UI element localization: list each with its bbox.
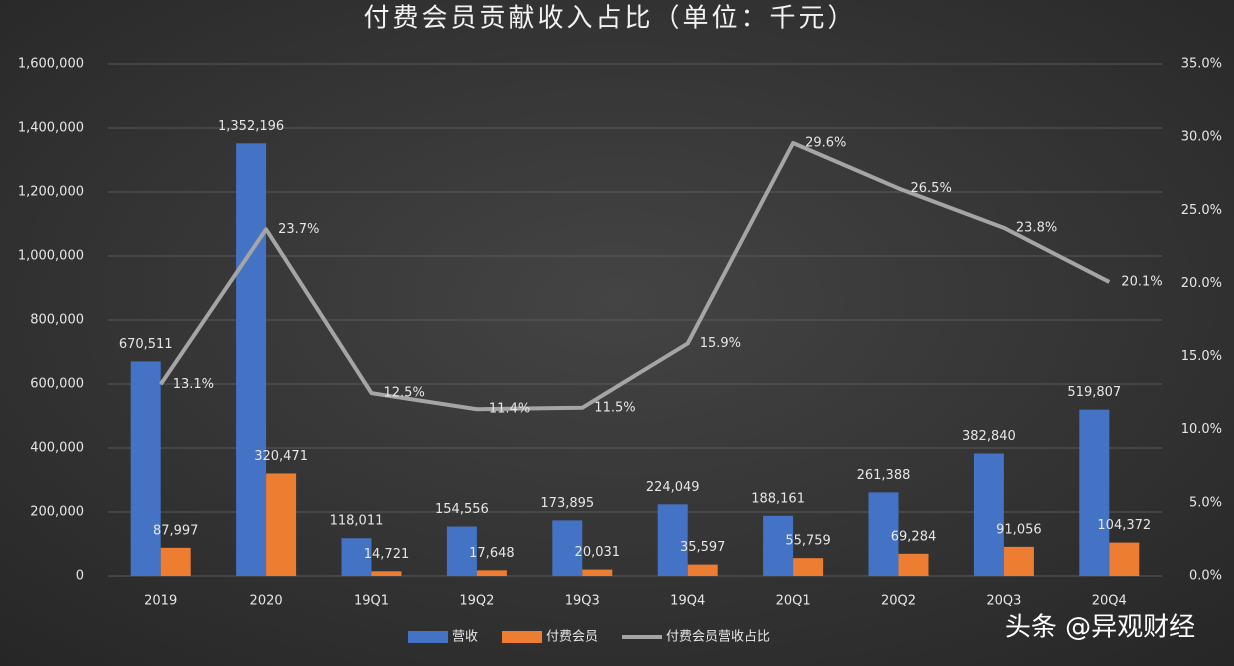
data-label: 55,759 [785, 534, 831, 549]
legend-swatch [502, 631, 543, 643]
legend-label: 付费会员 [546, 630, 598, 645]
y2-tick-label: 10.0% [1181, 422, 1222, 437]
bar [763, 515, 794, 576]
y-tick-label: 600,000 [30, 377, 84, 392]
bar [898, 553, 929, 576]
legend-swatch [408, 631, 448, 643]
y2-tick-label: 25.0% [1181, 203, 1222, 218]
data-label: 320,471 [254, 449, 308, 464]
bar [130, 361, 161, 576]
y-tick-label: 0 [76, 569, 84, 584]
bar [446, 526, 477, 576]
x-tick-label: 2020 [250, 594, 283, 609]
data-label: 670,511 [119, 337, 173, 352]
x-tick-label: 20Q1 [776, 594, 811, 609]
bar [1003, 546, 1034, 576]
y-tick-label: 1,600,000 [18, 57, 84, 72]
y2-tick-label: 0.0% [1189, 569, 1222, 584]
y-tick-label: 1,400,000 [18, 121, 84, 136]
y2-tick-label: 35.0% [1181, 57, 1222, 72]
data-label: 17,648 [469, 546, 515, 561]
bar [793, 558, 824, 576]
line [159, 140, 1111, 412]
data-label: 87,997 [153, 523, 199, 538]
y2-tick-label: 20.0% [1181, 276, 1222, 291]
y2-tick-label: 30.0% [1181, 130, 1222, 145]
data-label: 69,284 [891, 529, 937, 544]
bar [687, 564, 718, 576]
data-label: 26.5% [911, 181, 952, 196]
bar [341, 538, 372, 576]
y-tick-label: 1,000,000 [18, 249, 84, 264]
data-label: 1,352,196 [218, 119, 284, 134]
x-tick-label: 20Q2 [881, 594, 916, 609]
data-label: 188,161 [751, 491, 805, 506]
legend-label: 付费会员营收占比 [666, 630, 770, 645]
bar [552, 520, 583, 576]
data-label: 14,721 [364, 547, 410, 562]
bar [973, 453, 1004, 576]
bar [657, 504, 688, 576]
data-label: 519,807 [1067, 385, 1121, 400]
bar [266, 473, 297, 576]
data-label: 11.4% [489, 402, 530, 417]
bar [1109, 542, 1140, 576]
x-tick-label: 2019 [144, 594, 177, 609]
x-tick-label: 19Q1 [354, 594, 389, 609]
watermark: 头条 @异观财经 [1005, 613, 1195, 643]
bar [868, 492, 899, 576]
bar [160, 547, 191, 576]
y-tick-label: 400,000 [30, 441, 84, 456]
data-label: 261,388 [857, 468, 911, 483]
bar [476, 570, 507, 576]
x-tick-label: 19Q2 [459, 594, 494, 609]
data-label: 35,597 [680, 540, 726, 555]
bar [236, 143, 267, 576]
data-label: 224,049 [646, 480, 700, 495]
data-label: 12.5% [384, 386, 425, 401]
data-label: 13.1% [173, 377, 214, 392]
data-label: 20,031 [575, 545, 621, 560]
y-tick-label: 1,200,000 [18, 185, 84, 200]
data-label: 118,011 [330, 514, 384, 529]
x-tick-label: 19Q4 [670, 594, 705, 609]
y-tick-label: 200,000 [30, 505, 84, 520]
chart-title: 付费会员贡献收入占比（单位：千元） [363, 4, 856, 34]
data-label: 173,895 [540, 496, 594, 511]
y2-tick-label: 15.0% [1181, 349, 1222, 364]
legend-label: 营收 [452, 630, 478, 645]
x-tick-label: 19Q3 [565, 594, 600, 609]
bar [1079, 409, 1110, 576]
bar [371, 571, 402, 576]
data-label: 91,056 [996, 522, 1042, 537]
data-label: 11.5% [594, 400, 635, 415]
x-tick-label: 20Q3 [986, 594, 1021, 609]
data-label: 23.7% [278, 222, 319, 237]
data-label: 382,840 [962, 429, 1016, 444]
data-label: 29.6% [805, 135, 846, 150]
data-label: 104,372 [1097, 518, 1151, 533]
data-label: 20.1% [1121, 274, 1162, 289]
bar [582, 569, 613, 576]
data-label: 15.9% [700, 336, 741, 351]
data-label: 23.8% [1016, 220, 1057, 235]
y-tick-label: 800,000 [30, 313, 84, 328]
data-label: 154,556 [435, 502, 489, 517]
x-tick-label: 20Q4 [1092, 594, 1127, 609]
y2-tick-label: 5.0% [1189, 495, 1222, 510]
